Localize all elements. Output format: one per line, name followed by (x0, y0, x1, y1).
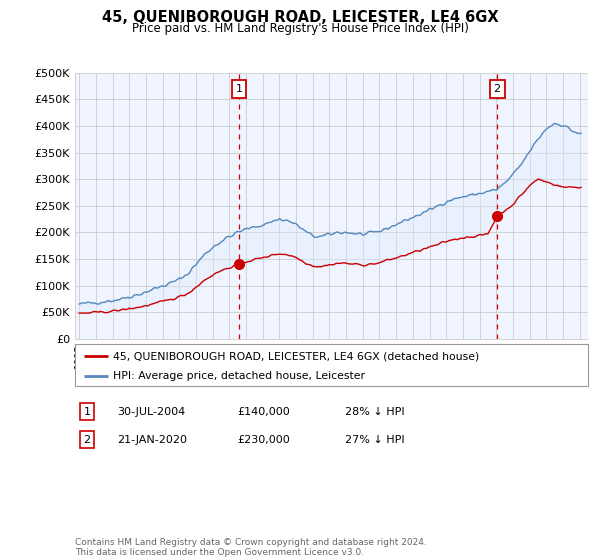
Text: 2: 2 (83, 435, 91, 445)
Text: 1: 1 (83, 407, 91, 417)
Text: Contains HM Land Registry data © Crown copyright and database right 2024.
This d: Contains HM Land Registry data © Crown c… (75, 538, 427, 557)
Text: 30-JUL-2004: 30-JUL-2004 (117, 407, 185, 417)
Text: 28% ↓ HPI: 28% ↓ HPI (345, 407, 404, 417)
Text: 27% ↓ HPI: 27% ↓ HPI (345, 435, 404, 445)
Text: Price paid vs. HM Land Registry's House Price Index (HPI): Price paid vs. HM Land Registry's House … (131, 22, 469, 35)
Text: 45, QUENIBOROUGH ROAD, LEICESTER, LE4 6GX: 45, QUENIBOROUGH ROAD, LEICESTER, LE4 6G… (101, 10, 499, 25)
Text: 21-JAN-2020: 21-JAN-2020 (117, 435, 187, 445)
Text: 2: 2 (494, 84, 500, 94)
Text: 45, QUENIBOROUGH ROAD, LEICESTER, LE4 6GX (detached house): 45, QUENIBOROUGH ROAD, LEICESTER, LE4 6G… (113, 351, 480, 361)
Text: £140,000: £140,000 (237, 407, 290, 417)
Text: £230,000: £230,000 (237, 435, 290, 445)
Text: 1: 1 (235, 84, 242, 94)
Text: HPI: Average price, detached house, Leicester: HPI: Average price, detached house, Leic… (113, 371, 365, 381)
